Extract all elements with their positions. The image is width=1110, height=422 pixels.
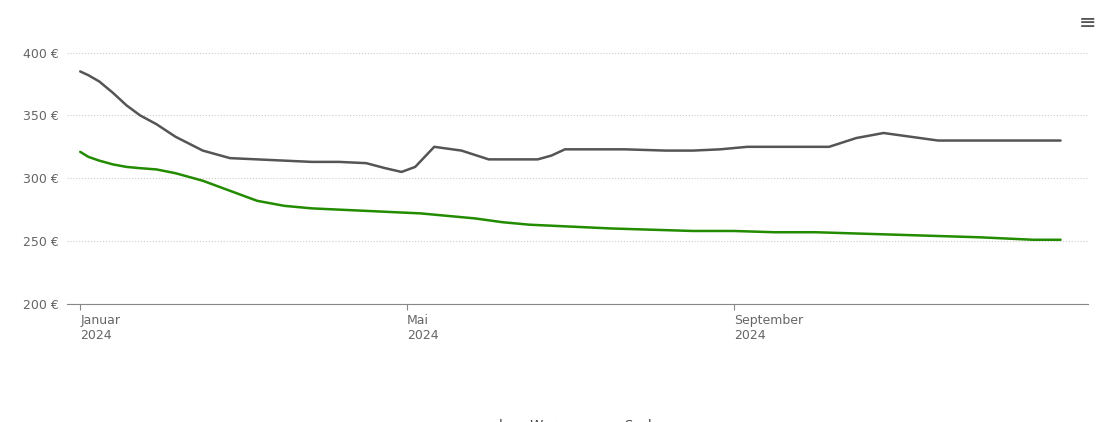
Text: ≡: ≡	[1079, 13, 1097, 32]
Legend: lose Ware, Sackware: lose Ware, Sackware	[461, 414, 694, 422]
